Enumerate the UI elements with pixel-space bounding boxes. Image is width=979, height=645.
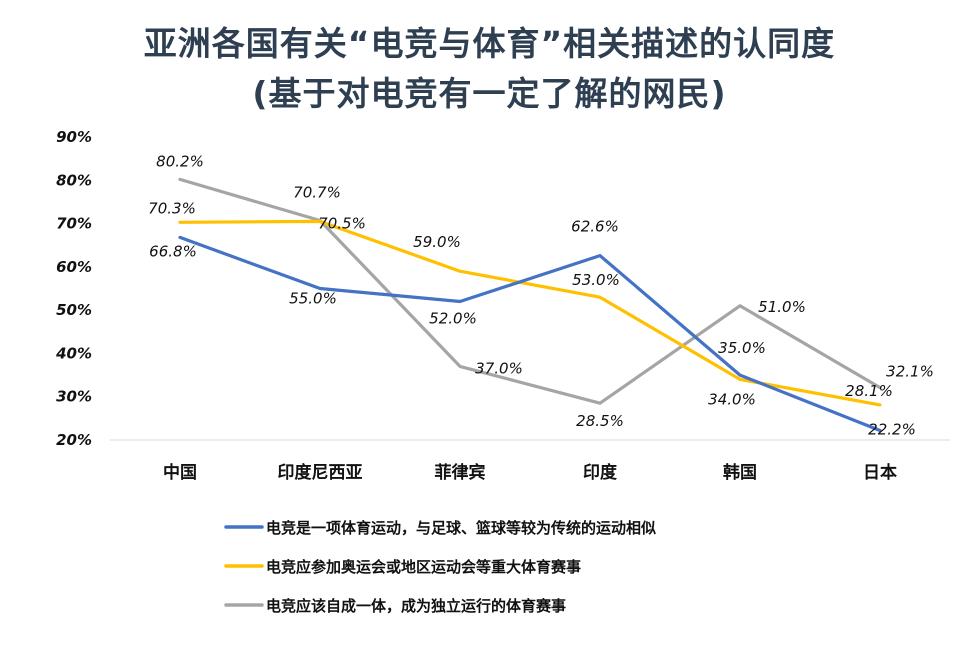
data-label: 80.2% — [156, 152, 204, 170]
data-labels: 66.8% 55.0% 52.0% 62.6% 35.0% 22.2% 70.3% 70.5%… — [148, 152, 934, 438]
series-line-1 — [178, 235, 882, 433]
data-label: 59.0% — [413, 233, 461, 251]
series-line-3 — [178, 177, 882, 405]
data-label: 70.7% — [293, 184, 341, 202]
data-label: 35.0% — [718, 339, 766, 357]
x-tick-label: 日本 — [863, 462, 897, 483]
legend-label: 电竞应该自成一体，成为独立运行的体育赛事 — [266, 597, 566, 615]
chart-subtitle: (基于对电竞有一定了解的网民) — [252, 74, 727, 113]
x-axis: 中国 印度尼西亚 菲律宾 印度 韩国 日本 — [163, 462, 897, 483]
legend-label: 电竞是一项体育运动，与足球、篮球等较为传统的运动相似 — [266, 519, 656, 537]
x-tick-label: 印度尼西亚 — [278, 462, 363, 483]
chart-title: 亚洲各国有关“电竞与体育”相关描述的认同度 — [143, 24, 836, 63]
data-label: 22.2% — [868, 420, 916, 438]
legend: 电竞是一项体育运动，与足球、篮球等较为传统的运动相似电竞应参加奥运会或地区运动会… — [224, 519, 656, 615]
y-tick-label: 50% — [56, 301, 92, 319]
data-label: 28.5% — [576, 412, 624, 430]
legend-label: 电竞应参加奥运会或地区运动会等重大体育赛事 — [266, 558, 581, 576]
data-label: 70.3% — [148, 199, 196, 217]
series-lines — [178, 177, 882, 433]
y-tick-label: 40% — [55, 344, 92, 362]
y-tick-label: 70% — [56, 215, 92, 233]
x-tick-label: 菲律宾 — [435, 462, 486, 483]
y-axis: 20% 30% 40% 50% 60% 70% 80% 90% — [55, 128, 92, 449]
data-label: 28.1% — [845, 382, 893, 400]
data-label: 34.0% — [708, 390, 756, 408]
y-tick-label: 80% — [56, 171, 92, 189]
y-tick-label: 20% — [56, 431, 92, 449]
data-label: 62.6% — [571, 218, 619, 236]
data-label: 66.8% — [149, 242, 197, 260]
data-label: 52.0% — [429, 309, 477, 327]
data-label: 32.1% — [886, 363, 934, 381]
data-label: 53.0% — [572, 271, 620, 289]
y-tick-label: 60% — [56, 258, 92, 276]
data-label: 70.5% — [318, 214, 366, 232]
data-label: 37.0% — [475, 359, 523, 377]
data-label: 55.0% — [289, 290, 337, 308]
x-tick-label: 印度 — [583, 462, 618, 483]
x-tick-label: 韩国 — [723, 462, 757, 483]
y-tick-label: 90% — [56, 128, 92, 146]
y-tick-label: 30% — [56, 388, 92, 406]
x-tick-label: 中国 — [163, 462, 197, 483]
data-label: 51.0% — [758, 298, 806, 316]
